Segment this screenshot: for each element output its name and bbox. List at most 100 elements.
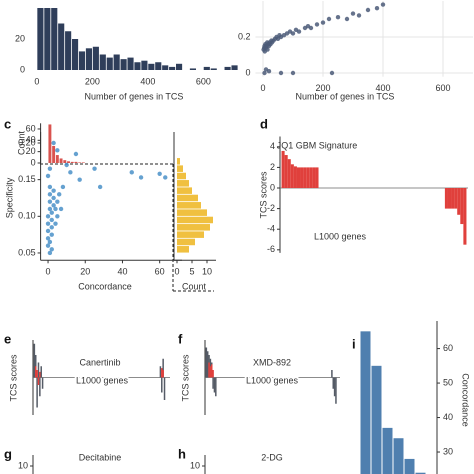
point bbox=[64, 162, 69, 168]
point bbox=[49, 232, 54, 237]
point bbox=[77, 177, 82, 182]
bar bbox=[155, 62, 162, 70]
bar bbox=[159, 366, 162, 378]
y-tick-label: 0 bbox=[270, 182, 275, 192]
bar bbox=[451, 188, 455, 209]
bar bbox=[177, 238, 195, 246]
x-tick-label: 5 bbox=[189, 267, 194, 277]
bar bbox=[163, 377, 166, 400]
y-tick-label: 20 bbox=[26, 146, 36, 156]
point bbox=[47, 184, 53, 190]
y-axis-label: Specificity bbox=[4, 177, 14, 218]
bar bbox=[177, 165, 183, 172]
point bbox=[326, 16, 332, 22]
bar bbox=[209, 366, 212, 378]
y-tick-label: 0.10 bbox=[18, 211, 36, 221]
y-axis-label: TCS scores bbox=[180, 354, 190, 402]
bar bbox=[177, 202, 201, 209]
chart-title: JQ1 GBM Signature bbox=[277, 140, 358, 150]
bar bbox=[382, 427, 393, 474]
bar bbox=[39, 371, 41, 378]
x-tick-label: 400 bbox=[375, 83, 390, 93]
point bbox=[47, 192, 53, 197]
point bbox=[45, 228, 51, 234]
bar bbox=[39, 377, 41, 397]
bar bbox=[315, 167, 319, 189]
marks bbox=[261, 2, 386, 76]
bar bbox=[177, 180, 189, 187]
bar bbox=[309, 167, 313, 189]
y-tick-label: 4 bbox=[270, 141, 275, 151]
y-tick-label: 60 bbox=[26, 123, 36, 133]
x-tick-label: 200 bbox=[85, 76, 100, 86]
panel: 0 5 10 Count bbox=[173, 132, 216, 291]
bar bbox=[177, 209, 207, 216]
point bbox=[47, 206, 53, 212]
point bbox=[45, 221, 51, 226]
bar bbox=[212, 377, 214, 389]
y-tick-label: 10 bbox=[18, 460, 28, 470]
bar bbox=[371, 365, 382, 474]
bar bbox=[213, 377, 216, 393]
bar bbox=[36, 370, 38, 378]
point bbox=[290, 31, 296, 36]
point bbox=[350, 11, 356, 16]
panel: 10 g Decitabine bbox=[4, 446, 121, 474]
point bbox=[380, 2, 386, 7]
point bbox=[163, 175, 168, 180]
point bbox=[296, 29, 302, 34]
bar bbox=[306, 167, 310, 189]
bar bbox=[333, 377, 336, 397]
bar bbox=[177, 231, 204, 238]
annotation: L1000 genes bbox=[76, 375, 129, 385]
y-tick-label: 0 bbox=[20, 64, 25, 74]
bar bbox=[177, 158, 180, 165]
bar bbox=[293, 166, 297, 189]
bar bbox=[177, 246, 189, 253]
y-tick-label: -4 bbox=[267, 224, 275, 234]
point bbox=[314, 22, 320, 27]
x-tick-label: 0 bbox=[174, 267, 179, 277]
bar bbox=[393, 438, 404, 474]
chart-title: 2-DG bbox=[261, 452, 283, 462]
point bbox=[49, 225, 54, 230]
chart-title: XMD-892 bbox=[253, 357, 291, 367]
bar bbox=[332, 377, 334, 389]
y-tick-label: -6 bbox=[267, 244, 275, 254]
marks bbox=[37, 8, 238, 70]
y-tick-label: 10 bbox=[190, 460, 200, 470]
y-tick-label: 0.15 bbox=[18, 174, 36, 184]
point bbox=[55, 148, 60, 153]
bar bbox=[65, 31, 72, 70]
bar bbox=[70, 161, 74, 163]
bar bbox=[177, 187, 192, 194]
point bbox=[157, 171, 162, 176]
marks bbox=[177, 158, 213, 253]
bar bbox=[37, 362, 40, 378]
y-tick-label: 50 bbox=[443, 377, 453, 387]
bar bbox=[48, 124, 52, 163]
bar bbox=[92, 46, 99, 70]
bar bbox=[34, 366, 37, 378]
point bbox=[55, 199, 60, 204]
panel: f XMD-892 L1000 genes TCS scores bbox=[178, 331, 340, 415]
x-tick-label: 10 bbox=[202, 267, 212, 277]
bar bbox=[447, 188, 452, 209]
panel-letter: h bbox=[178, 446, 186, 461]
x-tick-label: 0 bbox=[46, 267, 51, 277]
bar bbox=[205, 347, 208, 378]
x-tick-label: 0 bbox=[260, 83, 265, 93]
bar bbox=[454, 188, 458, 209]
bar bbox=[72, 39, 79, 70]
bar bbox=[74, 161, 78, 163]
x-tick-label: 0 bbox=[34, 76, 39, 86]
point bbox=[45, 173, 51, 179]
point bbox=[49, 210, 54, 215]
bar bbox=[296, 167, 301, 189]
panel-letter: i bbox=[352, 336, 356, 351]
marks bbox=[360, 331, 426, 474]
point bbox=[49, 247, 54, 252]
point bbox=[138, 175, 144, 180]
point bbox=[45, 243, 51, 248]
bar bbox=[444, 188, 448, 209]
